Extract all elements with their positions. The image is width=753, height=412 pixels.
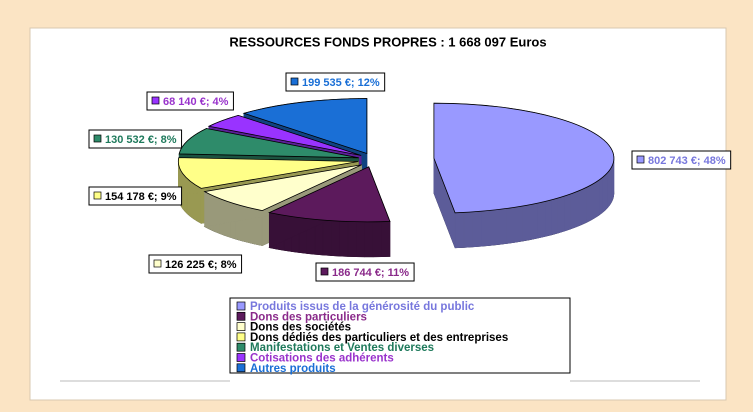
slice-side — [557, 195, 565, 234]
data-label-swatch — [153, 259, 162, 268]
data-label-swatch — [320, 267, 329, 276]
data-label-box — [285, 72, 386, 92]
data-label-box — [631, 150, 732, 170]
slice-side — [537, 201, 546, 239]
legend-swatch — [236, 353, 246, 362]
slice — [177, 157, 359, 189]
legend-swatch — [236, 301, 246, 311]
legend-label: Dons des particuliers — [250, 311, 367, 323]
slice-side — [364, 221, 374, 258]
legend-swatch — [236, 311, 246, 321]
data-label-box — [148, 254, 243, 274]
slice-side — [381, 221, 391, 257]
slice-side — [355, 221, 365, 258]
slice-side — [472, 210, 482, 248]
legend-label: Cotisations des adhérents — [250, 353, 394, 365]
slice-side — [586, 184, 592, 223]
slice-side — [514, 205, 523, 243]
slice-side — [497, 208, 507, 245]
slice-side — [564, 193, 571, 232]
slice-side — [339, 220, 349, 257]
slice-side — [506, 206, 515, 244]
data-label-box — [315, 262, 415, 282]
data-label: 126 225 €; 8% — [165, 259, 237, 271]
slice-side — [454, 212, 465, 249]
slice-side — [522, 204, 531, 242]
data-label-swatch — [151, 96, 160, 105]
data-label: 130 532 €; 8% — [105, 134, 177, 146]
legend-label: Autres produits — [250, 363, 336, 375]
legend-label: Produits issus de la générosité du publi… — [250, 301, 475, 313]
data-label: 802 743 €; 48% — [648, 155, 726, 167]
slice-side — [601, 174, 606, 214]
data-label-swatch — [290, 77, 299, 86]
data-label: 154 178 €; 9% — [105, 191, 177, 203]
slice-side — [570, 191, 577, 230]
slice-side — [481, 210, 491, 247]
data-label-swatch — [93, 134, 102, 143]
data-label-box — [88, 186, 183, 206]
legend-swatch — [236, 363, 246, 373]
slice — [207, 114, 362, 156]
slice-side — [590, 182, 596, 221]
chart-title: RESSOURCES FONDS PROPRES : 1 668 097 Eur… — [229, 34, 546, 49]
data-label-swatch — [636, 155, 645, 164]
slice-side — [607, 168, 611, 209]
data-label: 199 535 €; 12% — [302, 77, 380, 89]
slice-side — [347, 221, 357, 257]
legend-box — [229, 297, 571, 374]
data-label: 68 140 €; 4% — [163, 96, 229, 108]
slice-side — [598, 177, 603, 216]
legend-label: Manifestations et Ventes diverses — [250, 342, 434, 354]
slice-side — [330, 220, 340, 257]
slice-side — [372, 221, 382, 258]
slice-side — [463, 211, 473, 248]
slice-side — [489, 209, 499, 246]
data-label-box — [88, 129, 183, 149]
slice-side — [594, 179, 600, 219]
slice-side — [529, 202, 538, 241]
legend-label: Dons des sociétés — [250, 322, 351, 334]
legend-label: Dons dédiés des particuliers et des entr… — [250, 332, 508, 344]
data-label: 186 744 €; 11% — [332, 267, 409, 279]
slice — [242, 98, 368, 155]
slice-group — [268, 166, 391, 258]
slice-group — [433, 102, 615, 249]
slice-side — [604, 171, 608, 211]
slice — [203, 164, 362, 212]
slice-side — [551, 197, 559, 236]
data-label-swatch — [93, 191, 102, 200]
slice-side — [322, 219, 332, 256]
slice-side — [575, 189, 582, 228]
slice — [268, 166, 391, 223]
slice-side — [581, 186, 587, 226]
legend-swatch — [236, 322, 246, 331]
data-label-box — [146, 91, 234, 111]
slice-side — [544, 199, 552, 237]
slice — [433, 102, 615, 214]
legend-swatch — [236, 332, 246, 342]
legend-swatch — [236, 342, 246, 352]
slice — [178, 128, 359, 159]
